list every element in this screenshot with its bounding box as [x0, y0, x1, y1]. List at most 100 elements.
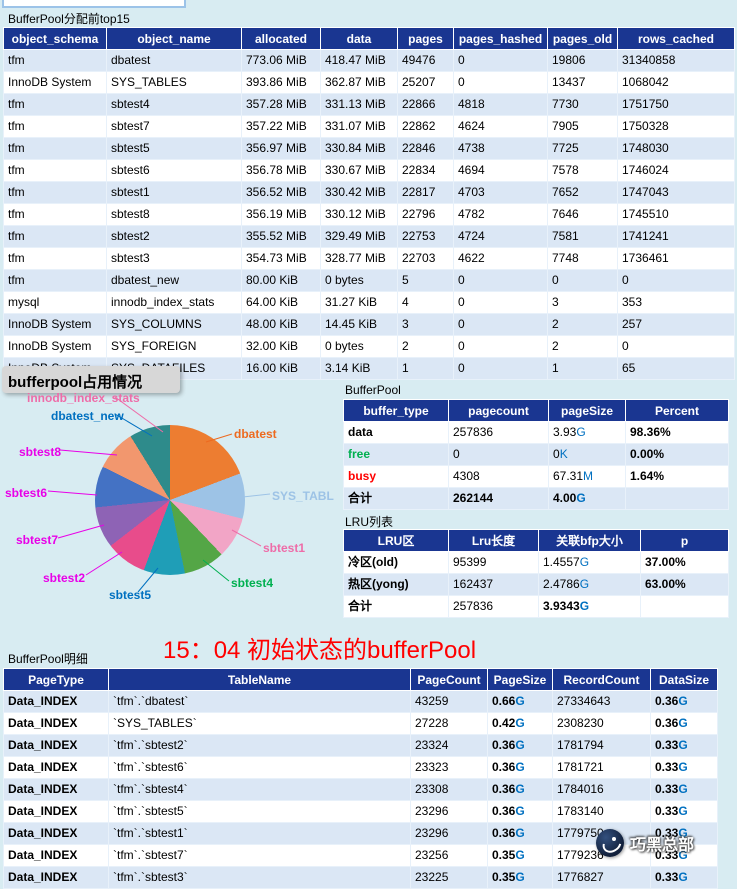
pie-chart-title: bufferpool占用情况: [8, 374, 143, 391]
cell-recordcount: 1783140: [552, 800, 651, 823]
cell-object-schema: tfm: [3, 49, 107, 72]
pie-label-sbtest5: sbtest5: [109, 588, 152, 602]
cell-pages: 22866: [397, 93, 454, 116]
cell-buffer-type: 合计: [343, 487, 449, 510]
cell-pagecount: 23225: [410, 866, 488, 889]
cell-tablename: `tfm`.`sbtest1`: [108, 822, 411, 845]
cell-pages: 2: [397, 335, 454, 358]
col-header-datasize: DataSize: [650, 668, 718, 691]
cell-pagetype: Data_INDEX: [3, 734, 109, 757]
cell-buffer-type: data: [343, 421, 449, 444]
col-header-lru-size: 关联bfp大小: [538, 529, 641, 552]
cell-allocated: 356.97 MiB: [241, 137, 321, 160]
col-header-buffer-type: buffer_type: [343, 399, 449, 422]
cell-lru-p: 63.00%: [640, 573, 729, 596]
col-header-pages: pages: [397, 27, 454, 50]
cell-datasize: 0.36G: [650, 690, 718, 713]
cell-data: 3.14 KiB: [320, 357, 398, 380]
cell-pagecount: 23308: [410, 778, 488, 801]
cell-pages: 22834: [397, 159, 454, 182]
cell-pages-hashed: 0: [453, 335, 548, 358]
watermark-logo-icon: [596, 829, 624, 857]
pie-label-innodb-index-stats: innodb_index_stats: [27, 391, 140, 405]
cell-object-schema: tfm: [3, 115, 107, 138]
cell-pages-hashed: 4624: [453, 115, 548, 138]
cell-data: 31.27 KiB: [320, 291, 398, 314]
pie-label-dbatest-new: dbatest_new: [51, 409, 124, 423]
cell-lru-size: 1.4557G: [538, 551, 641, 574]
cell-pages: 22817: [397, 181, 454, 204]
table-row: InnoDB System SYS_TABLES 393.86 MiB 362.…: [3, 71, 735, 94]
pie-label-sbtest4: sbtest4: [231, 576, 274, 590]
table-row: tfm dbatest_new 80.00 KiB 0 bytes 5 0 0 …: [3, 269, 735, 292]
cell-pages-hashed: 0: [453, 291, 548, 314]
pie-chart: [95, 425, 245, 575]
cell-pages-hashed: 0: [453, 49, 548, 72]
cell-rows-cached: 1745510: [617, 203, 735, 226]
cell-object-schema: InnoDB System: [3, 335, 107, 358]
cell-pages-old: 19806: [547, 49, 618, 72]
cell-data: 330.67 MiB: [320, 159, 398, 182]
pie-label-sys-tables: SYS_TABL: [272, 489, 334, 503]
cell-data: 330.42 MiB: [320, 181, 398, 204]
cell-lru-length: 95399: [448, 551, 539, 574]
col-header-pagetype: PageType: [3, 668, 109, 691]
cell-pages-hashed: 4782: [453, 203, 548, 226]
table-row: tfm dbatest 773.06 MiB 418.47 MiB 49476 …: [3, 49, 735, 72]
table-row-free: free 0 0K 0.00%: [343, 443, 729, 466]
bufferpool-panel-title: BufferPool: [345, 383, 401, 397]
cell-rows-cached: 1751750: [617, 93, 735, 116]
cell-object-name: sbtest8: [106, 203, 242, 226]
cell-pagecount: 4308: [448, 465, 549, 488]
cell-pagetype: Data_INDEX: [3, 690, 109, 713]
col-header-lru-p: p: [640, 529, 729, 552]
cell-rows-cached: 353: [617, 291, 735, 314]
cell-data: 0 bytes: [320, 335, 398, 358]
cell-lru-zone: 热区(yong): [343, 573, 449, 596]
cell-datasize: 0.33G: [650, 756, 718, 779]
cell-pages-hashed: 4818: [453, 93, 548, 116]
cell-pages-old: 13437: [547, 71, 618, 94]
cell-pages-old: 3: [547, 291, 618, 314]
cell-pages-old: 7646: [547, 203, 618, 226]
cell-pagetype: Data_INDEX: [3, 866, 109, 889]
cell-object-name: sbtest5: [106, 137, 242, 160]
cell-data: 0 bytes: [320, 269, 398, 292]
table-row: tfm sbtest2 355.52 MiB 329.49 MiB 22753 …: [3, 225, 735, 248]
cell-pages-old: 7905: [547, 115, 618, 138]
table-row: InnoDB System SYS_COLUMNS 48.00 KiB 14.4…: [3, 313, 735, 336]
col-header-lru-length: Lru长度: [448, 529, 539, 552]
cell-pagesize: 0.35G: [487, 844, 553, 867]
cell-object-name: dbatest: [106, 49, 242, 72]
cell-buffer-type: free: [343, 443, 449, 466]
cell-pages: 25207: [397, 71, 454, 94]
name-box-input[interactable]: [2, 0, 186, 8]
table-row: Data_INDEX `tfm`.`sbtest1` 23296 0.36G 1…: [3, 822, 718, 845]
cell-lru-size: 2.4786G: [538, 573, 641, 596]
cell-object-schema: tfm: [3, 203, 107, 226]
cell-object-name: sbtest6: [106, 159, 242, 182]
cell-lru-length: 162437: [448, 573, 539, 596]
cell-pagecount: 262144: [448, 487, 549, 510]
cell-object-schema: tfm: [3, 269, 107, 292]
cell-pages: 4: [397, 291, 454, 314]
col-header-allocated: allocated: [241, 27, 321, 50]
cell-pages: 5: [397, 269, 454, 292]
cell-pages-old: 7725: [547, 137, 618, 160]
cell-pagesize: 0.36G: [487, 800, 553, 823]
col-header-percent: Percent: [625, 399, 729, 422]
cell-pagesize: 0.36G: [487, 778, 553, 801]
cell-pages-hashed: 4738: [453, 137, 548, 160]
cell-data: 14.45 KiB: [320, 313, 398, 336]
cell-pages-old: 7652: [547, 181, 618, 204]
cell-pagecount: 23324: [410, 734, 488, 757]
cell-data: 328.77 MiB: [320, 247, 398, 270]
cell-rows-cached: 1746024: [617, 159, 735, 182]
pie-label-sbtest8: sbtest8: [19, 445, 62, 459]
cell-data: 362.87 MiB: [320, 71, 398, 94]
cell-lru-p: [640, 595, 729, 618]
cell-object-name: SYS_TABLES: [106, 71, 242, 94]
cell-recordcount: 2308230: [552, 712, 651, 735]
cell-allocated: 80.00 KiB: [241, 269, 321, 292]
cell-pagecount: 23296: [410, 822, 488, 845]
